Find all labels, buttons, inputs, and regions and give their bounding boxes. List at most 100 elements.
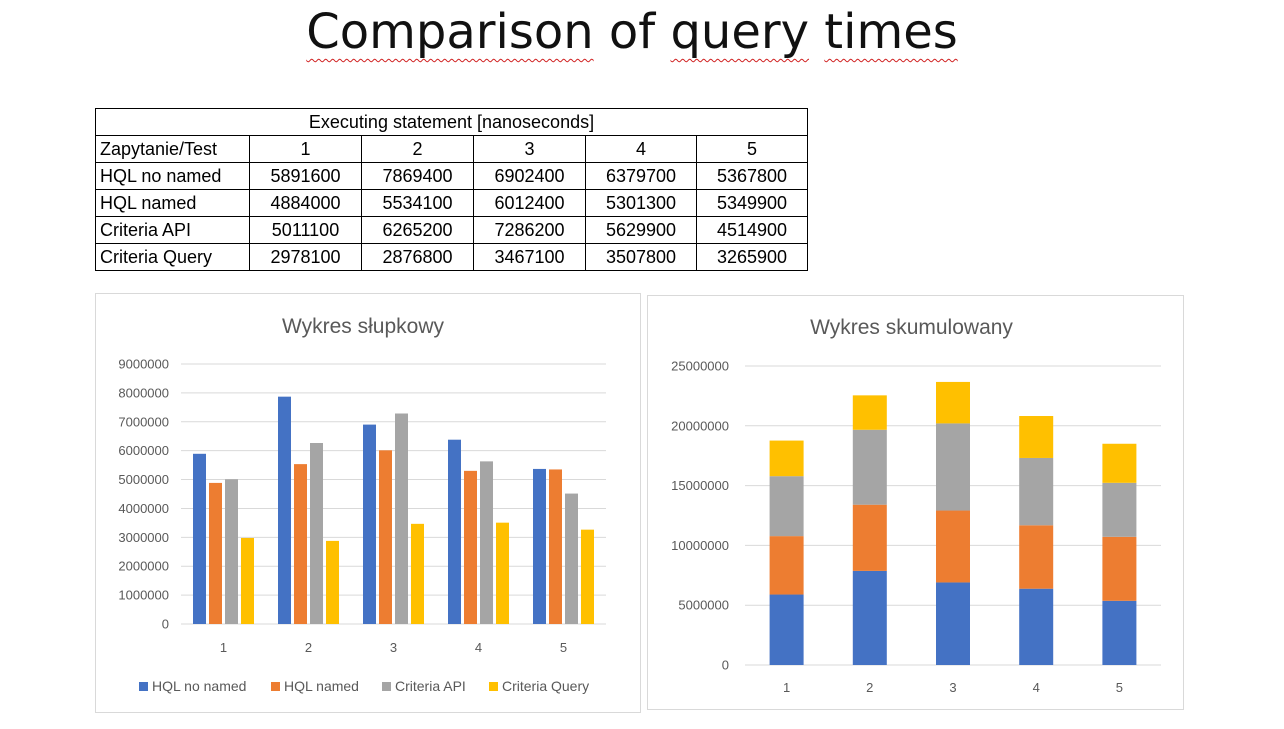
table-header-row: Zapytanie/Test 1 2 3 4 5 — [95, 135, 808, 163]
table-row-label: Criteria API — [95, 216, 250, 244]
y-tick-label: 10000000 — [671, 538, 729, 553]
y-tick-label: 5000000 — [678, 598, 729, 613]
table-cell: 7286200 — [473, 216, 586, 244]
table-caption-row: Executing statement [nanoseconds] — [95, 108, 808, 136]
table-cell: 4514900 — [696, 216, 808, 244]
bar-segment — [852, 570, 887, 665]
x-tick-label: 2 — [866, 680, 873, 695]
bar — [193, 453, 206, 624]
bar-segment — [1019, 588, 1054, 665]
bar-segment — [936, 423, 970, 511]
x-tick-label: 1 — [783, 680, 790, 695]
title-word: times — [824, 4, 958, 60]
bar-segment — [1102, 443, 1137, 483]
table-cell: 5301300 — [585, 189, 697, 217]
table-header-cell: 4 — [585, 135, 697, 163]
bar-segment — [1102, 536, 1137, 601]
table-cell: 5011100 — [249, 216, 362, 244]
table-cell: 6379700 — [585, 162, 697, 190]
x-tick-label: 5 — [560, 640, 567, 655]
table-cell: 3507800 — [585, 243, 697, 271]
title-word: Comparison — [306, 4, 594, 60]
y-tick-label: 2000000 — [118, 559, 169, 574]
bar — [379, 450, 392, 624]
bar-chart: Wykres słupkowy 0 1000000 2000000 3000000 400… — [95, 293, 641, 713]
table-cell: 3467100 — [473, 243, 586, 271]
bar — [581, 529, 594, 624]
table-header-cell: 1 — [249, 135, 362, 163]
bar-segment — [769, 536, 804, 595]
bar-segment — [852, 429, 887, 505]
y-tick-label: 0 — [162, 617, 169, 632]
y-tick-label: 20000000 — [671, 418, 729, 433]
x-tick-label: 4 — [1033, 680, 1040, 695]
table-cell: 2978100 — [249, 243, 362, 271]
table-header-cell: Zapytanie/Test — [95, 135, 250, 163]
legend-label: HQL named — [284, 678, 359, 694]
bar-segment — [852, 395, 887, 430]
table-row-label: Criteria Query — [95, 243, 250, 271]
table-cell: 6265200 — [361, 216, 474, 244]
y-tick-label: 6000000 — [118, 443, 169, 458]
bar-segment — [1019, 525, 1054, 589]
bar-segment — [769, 594, 804, 665]
table-cell: 6902400 — [473, 162, 586, 190]
slide-title: Comparison of query times — [0, 4, 1264, 60]
y-tick-label: 9000000 — [118, 357, 169, 372]
bar-segment — [936, 582, 970, 665]
bar-segment — [769, 476, 804, 537]
bar — [496, 522, 509, 624]
y-tick-label: 25000000 — [671, 359, 729, 374]
bar-segment — [936, 510, 970, 583]
table-row-label: HQL no named — [95, 162, 250, 190]
bar — [533, 468, 546, 624]
stacked-chart-svg: Wykres skumulowany 0 5000000 10000000 150000… — [671, 316, 1161, 695]
bar — [480, 461, 493, 624]
legend-label: HQL no named — [152, 678, 246, 694]
bar — [294, 464, 307, 624]
table-cell: 7869400 — [361, 162, 474, 190]
y-tick-label: 4000000 — [118, 501, 169, 516]
table-cell: 5349900 — [696, 189, 808, 217]
bar — [310, 443, 323, 624]
title-word: of — [608, 4, 656, 60]
table-cell: 5891600 — [249, 162, 362, 190]
table-row: HQL named 4884000 5534100 6012400 530130… — [95, 189, 808, 217]
x-tick-label: 1 — [220, 640, 227, 655]
bar — [395, 413, 408, 624]
legend-label: Criteria API — [395, 678, 466, 694]
title-word: query — [670, 4, 810, 60]
table-header-cell: 5 — [696, 135, 808, 163]
bar — [241, 537, 254, 624]
bar — [549, 469, 562, 624]
bar-segment — [936, 381, 970, 424]
table-cell: 5534100 — [361, 189, 474, 217]
stacked-chart: Wykres skumulowany 0 5000000 10000000 150000… — [647, 295, 1184, 710]
bar-segment — [1019, 416, 1054, 458]
chart-title: Wykres słupkowy — [282, 315, 445, 338]
y-tick-label: 7000000 — [118, 414, 169, 429]
bar — [209, 482, 222, 624]
bar — [225, 479, 238, 624]
legend-swatch — [382, 682, 391, 691]
table-row: Criteria API 5011100 6265200 7286200 562… — [95, 216, 808, 244]
bar-segment — [769, 440, 804, 477]
bar — [326, 540, 339, 624]
table-caption: Executing statement [nanoseconds] — [95, 108, 808, 136]
y-tick-label: 0 — [722, 658, 729, 673]
legend-swatch — [489, 682, 498, 691]
y-tick-label: 15000000 — [671, 478, 729, 493]
legend-swatch — [271, 682, 280, 691]
bar-segment — [852, 504, 887, 571]
x-tick-label: 3 — [949, 680, 956, 695]
y-tick-label: 5000000 — [118, 472, 169, 487]
x-tick-label: 3 — [390, 640, 397, 655]
legend-label: Criteria Query — [502, 678, 589, 694]
table-cell: 6012400 — [473, 189, 586, 217]
bar-segment — [1102, 600, 1137, 665]
bar-segment — [1019, 457, 1054, 526]
bar — [411, 523, 424, 624]
bar-chart-svg: Wykres słupkowy 0 1000000 2000000 3000000 400… — [118, 315, 606, 694]
bar — [363, 424, 376, 624]
x-tick-label: 2 — [305, 640, 312, 655]
